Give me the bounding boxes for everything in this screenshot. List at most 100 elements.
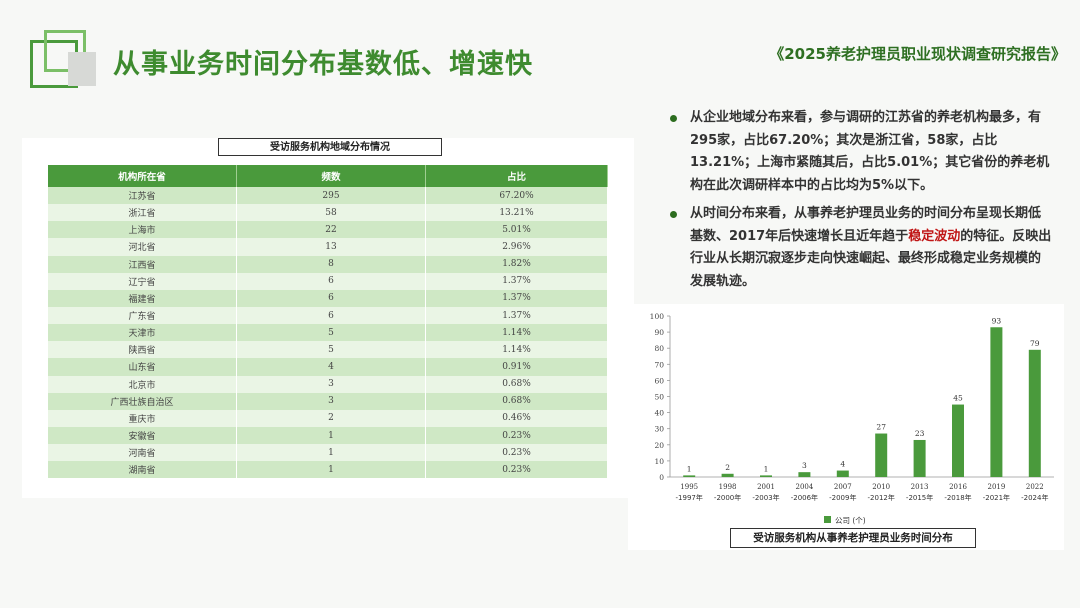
table-cell: 江西省: [48, 255, 237, 273]
table-cell: 1.14%: [425, 324, 608, 342]
table-row: 安徽省 1 0.23%: [48, 426, 608, 445]
table-row: 陕西省 5 1.14%: [48, 341, 608, 359]
x-tick-label: -2006年: [791, 493, 818, 502]
table-cell: 2: [236, 409, 426, 427]
x-tick-label: -2024年: [1021, 493, 1048, 502]
x-tick-label: -2012年: [868, 493, 895, 502]
table-row: 重庆市 2 0.46%: [48, 409, 608, 427]
bar: [721, 473, 734, 477]
y-tick-label: 90: [654, 328, 664, 337]
y-tick-label: 40: [654, 409, 664, 418]
data-label: 1: [764, 464, 769, 473]
table-cell: 1.37%: [425, 306, 608, 325]
table-row: 浙江省 58 13.21%: [48, 204, 608, 222]
x-tick-label: 2010: [872, 483, 890, 491]
x-tick-label: -2000年: [714, 493, 741, 502]
x-tick-label: 2007: [834, 483, 852, 491]
x-tick-label: 2022: [1026, 483, 1044, 491]
table-cell: 0.46%: [425, 409, 608, 427]
table-row: 广东省 6 1.37%: [48, 306, 608, 325]
table-cell: 13.21%: [425, 204, 608, 222]
x-tick-label: -2018年: [944, 493, 971, 502]
table-cell: 河北省: [48, 238, 237, 256]
bullet-item: 从企业地域分布来看，参与调研的江苏省的养老机构最多，有295家，占比67.20%…: [668, 107, 1052, 197]
table-row: 河南省 1 0.23%: [48, 444, 608, 462]
bullet-text: 从企业地域分布来看，参与调研的江苏省的养老机构最多，有295家，占比67.20%…: [690, 110, 1050, 193]
table-cell: 广西壮族自治区: [48, 392, 237, 410]
table-row: 辽宁省 6 1.37%: [48, 272, 608, 290]
table-cell: 天津市: [48, 324, 237, 342]
bar: [798, 472, 811, 477]
table-cell: 0.23%: [425, 444, 608, 462]
x-tick-label: -2009年: [829, 493, 856, 502]
table-cell: 安徽省: [48, 426, 237, 445]
highlight-text: 稳定波动: [908, 228, 961, 244]
table-cell: 5: [236, 341, 426, 359]
table-cell: 1.82%: [425, 255, 608, 273]
table-cell: 湖南省: [48, 461, 237, 479]
data-label: 1: [687, 464, 692, 473]
table-cell: 1: [236, 444, 426, 462]
column-header: 机构所在省: [48, 165, 237, 187]
table-cell: 295: [236, 187, 426, 205]
table-cell: 0.91%: [425, 358, 608, 376]
table-cell: 13: [236, 238, 426, 256]
table-cell: 58: [236, 204, 426, 222]
page-title: 从事业务时间分布基数低、增速快: [113, 49, 533, 80]
y-tick-label: 50: [654, 393, 664, 402]
x-tick-label: -2003年: [752, 493, 779, 502]
bar: [836, 470, 849, 477]
table-cell: 5.01%: [425, 221, 608, 239]
table-cell: 河南省: [48, 444, 237, 462]
table-cell: 1: [236, 461, 426, 479]
bar: [1028, 349, 1041, 477]
legend-label: 公司 (个): [835, 516, 866, 525]
table-cell: 上海市: [48, 221, 237, 239]
table-cell: 22: [236, 221, 426, 239]
column-header: 频数: [236, 165, 426, 187]
y-tick-label: 10: [654, 457, 664, 466]
table-row: 山东省 4 0.91%: [48, 358, 608, 376]
y-tick-label: 0: [659, 473, 664, 482]
legend-swatch: [824, 516, 831, 523]
x-tick-label: 2004: [795, 483, 813, 491]
chart-panel: 0 10 20 30 40 50 60 70 80 90 100 1 1995 -1997年 2 1998 -2…: [628, 304, 1064, 550]
table-cell: 广东省: [48, 306, 237, 325]
table-cell: 1.14%: [425, 341, 608, 359]
table-cell: 3: [236, 392, 426, 410]
data-label: 3: [802, 461, 807, 470]
table-row: 江西省 8 1.82%: [48, 255, 608, 273]
bar: [875, 433, 888, 477]
table-cell: 8: [236, 255, 426, 273]
bar: [760, 475, 772, 477]
y-tick-label: 30: [654, 425, 664, 434]
bar: [913, 439, 926, 477]
table-cell: 北京市: [48, 375, 237, 393]
y-tick-label: 80: [654, 344, 664, 353]
table-cell: 1.37%: [425, 289, 608, 307]
bullet-text: 从时间分布来看，从事养老护理员业务的时间分布呈现长期低基数、2017年后快速增长…: [690, 206, 1042, 244]
data-label: 93: [992, 316, 1002, 325]
table-row: 广西壮族自治区 3 0.68%: [48, 392, 608, 410]
table-cell: 4: [236, 358, 426, 376]
table-row: 北京市 3 0.68%: [48, 375, 608, 393]
data-label: 2: [725, 463, 730, 472]
bar-chart: 0 10 20 30 40 50 60 70 80 90 100 1 1995 -1997年 2 1998 -2…: [650, 312, 1054, 525]
table-cell: 1.37%: [425, 272, 608, 290]
table-row: 上海市 22 5.01%: [48, 221, 608, 239]
chart-caption: 受访服务机构从事养老护理员业务时间分布: [730, 528, 976, 548]
table-cell: 福建省: [48, 289, 237, 307]
table-row: 天津市 5 1.14%: [48, 324, 608, 342]
data-label: 4: [840, 460, 845, 469]
table-cell: 0.68%: [425, 392, 608, 410]
table-row: 江苏省 295 67.20%: [48, 187, 608, 205]
x-tick-label: 1995: [680, 483, 698, 491]
bar: [683, 475, 696, 477]
table-cell: 0.68%: [425, 375, 608, 393]
table-cell: 6: [236, 272, 426, 290]
table-cell: 辽宁省: [48, 272, 237, 290]
bullet-list: 从企业地域分布来看，参与调研的江苏省的养老机构最多，有295家，占比67.20%…: [668, 107, 1052, 299]
table-cell: 2.96%: [425, 238, 608, 256]
bar: [952, 404, 964, 477]
bar: [990, 327, 1003, 477]
